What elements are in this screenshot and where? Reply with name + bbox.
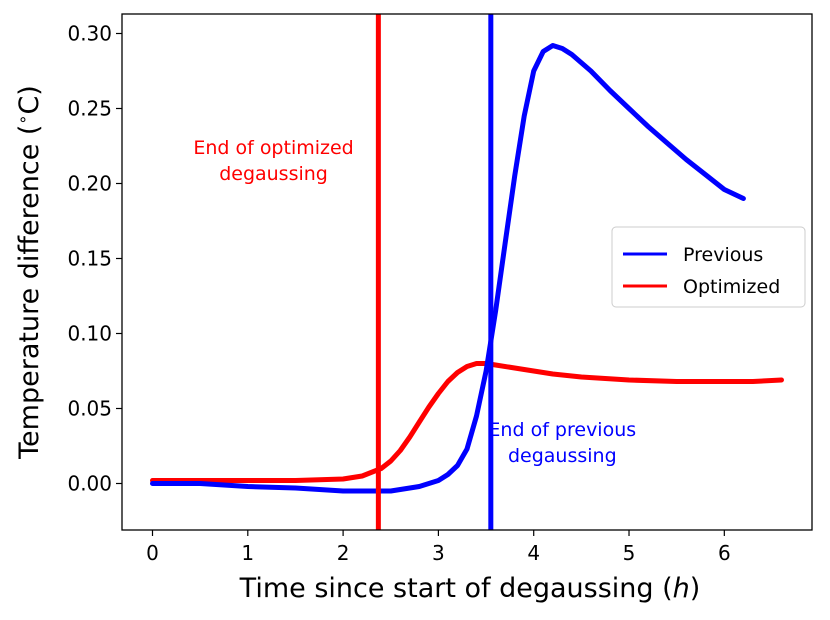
y-tick-label: 0.25 (67, 97, 112, 121)
x-tick-label: 4 (527, 541, 540, 565)
series-line-optimized (150, 361, 784, 483)
x-axis-label: Time since start of degaussing (h) (239, 573, 701, 604)
legend-label-previous: Previous (683, 244, 763, 266)
legend-label-optimized: Optimized (683, 276, 780, 298)
x-tick-label: 0 (146, 541, 159, 565)
legend: Previous Optimized (611, 226, 806, 308)
x-tick-label: 6 (718, 541, 731, 565)
y-tick-label: 0.10 (67, 322, 112, 346)
y-tick-label: 0.00 (67, 472, 112, 496)
x-tick-label: 1 (241, 541, 254, 565)
vline-layer (375, 14, 494, 530)
x-tick-label: 3 (432, 541, 445, 565)
x-axis-ticks: 0 1 2 3 4 5 6 (146, 530, 731, 565)
series-layer (150, 43, 784, 494)
y-axis-ticks: 0.00 0.05 0.10 0.15 0.20 0.25 0.30 (67, 22, 122, 496)
y-tick-label: 0.15 (67, 247, 112, 271)
plot-frame (121, 13, 813, 531)
x-tick-label: 5 (623, 541, 636, 565)
x-tick-label: 2 (337, 541, 350, 565)
series-line-previous (150, 43, 746, 494)
y-tick-label: 0.05 (67, 397, 112, 421)
y-axis-label: Temperature difference (∘C) (13, 85, 45, 460)
y-tick-label: 0.30 (67, 22, 112, 46)
annotation-end-optimized: End of optimized degaussing (193, 137, 353, 185)
annotation-end-previous: End of previous degaussing (488, 419, 636, 467)
annotation-layer: End of optimized degaussing End of previou… (193, 137, 636, 467)
y-tick-label: 0.20 (67, 172, 112, 196)
